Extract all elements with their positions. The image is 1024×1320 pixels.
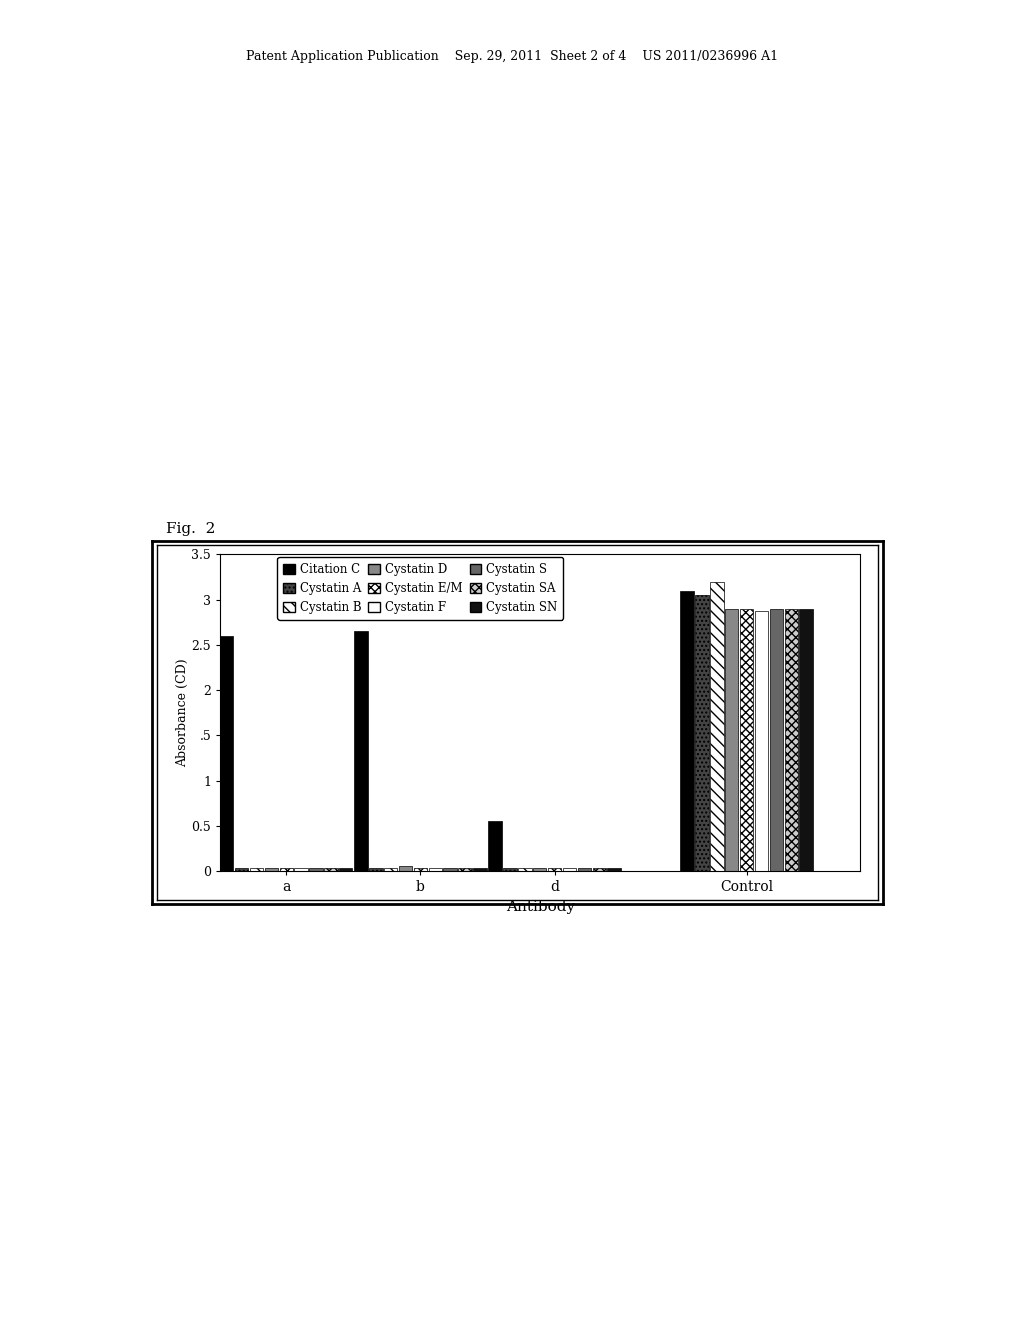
- Bar: [784, 609, 798, 871]
- Bar: [354, 631, 368, 871]
- Bar: [339, 867, 352, 871]
- Bar: [429, 867, 442, 871]
- Bar: [264, 867, 279, 871]
- Bar: [681, 590, 694, 871]
- Bar: [443, 867, 457, 871]
- Bar: [473, 867, 486, 871]
- Bar: [369, 867, 383, 871]
- Bar: [578, 867, 591, 871]
- Text: Fig.  2: Fig. 2: [166, 521, 215, 536]
- X-axis label: Antibody: Antibody: [506, 900, 574, 913]
- Bar: [414, 867, 427, 871]
- Bar: [399, 866, 413, 871]
- Bar: [325, 867, 338, 871]
- Bar: [548, 867, 561, 871]
- Bar: [295, 867, 308, 871]
- Bar: [518, 867, 531, 871]
- Bar: [309, 867, 323, 871]
- Bar: [220, 636, 233, 871]
- Bar: [800, 609, 813, 871]
- Bar: [695, 595, 709, 871]
- Bar: [459, 867, 472, 871]
- Bar: [504, 867, 517, 871]
- Bar: [280, 867, 293, 871]
- Bar: [593, 867, 606, 871]
- Bar: [755, 611, 768, 871]
- Bar: [250, 867, 263, 871]
- Text: Patent Application Publication    Sep. 29, 2011  Sheet 2 of 4    US 2011/0236996: Patent Application Publication Sep. 29, …: [246, 50, 778, 63]
- Bar: [563, 867, 577, 871]
- Bar: [234, 867, 248, 871]
- Bar: [725, 609, 738, 871]
- Bar: [534, 867, 547, 871]
- Legend: Citation C, Cystatin A, Cystatin B, Cystatin D, Cystatin E/M, Cystatin F, Cystat: Citation C, Cystatin A, Cystatin B, Cyst…: [278, 557, 563, 620]
- Bar: [740, 609, 754, 871]
- Bar: [770, 609, 783, 871]
- Bar: [711, 582, 724, 871]
- Bar: [384, 867, 397, 871]
- Bar: [488, 821, 502, 871]
- Y-axis label: Absorbance (CD): Absorbance (CD): [175, 659, 188, 767]
- Bar: [607, 867, 621, 871]
